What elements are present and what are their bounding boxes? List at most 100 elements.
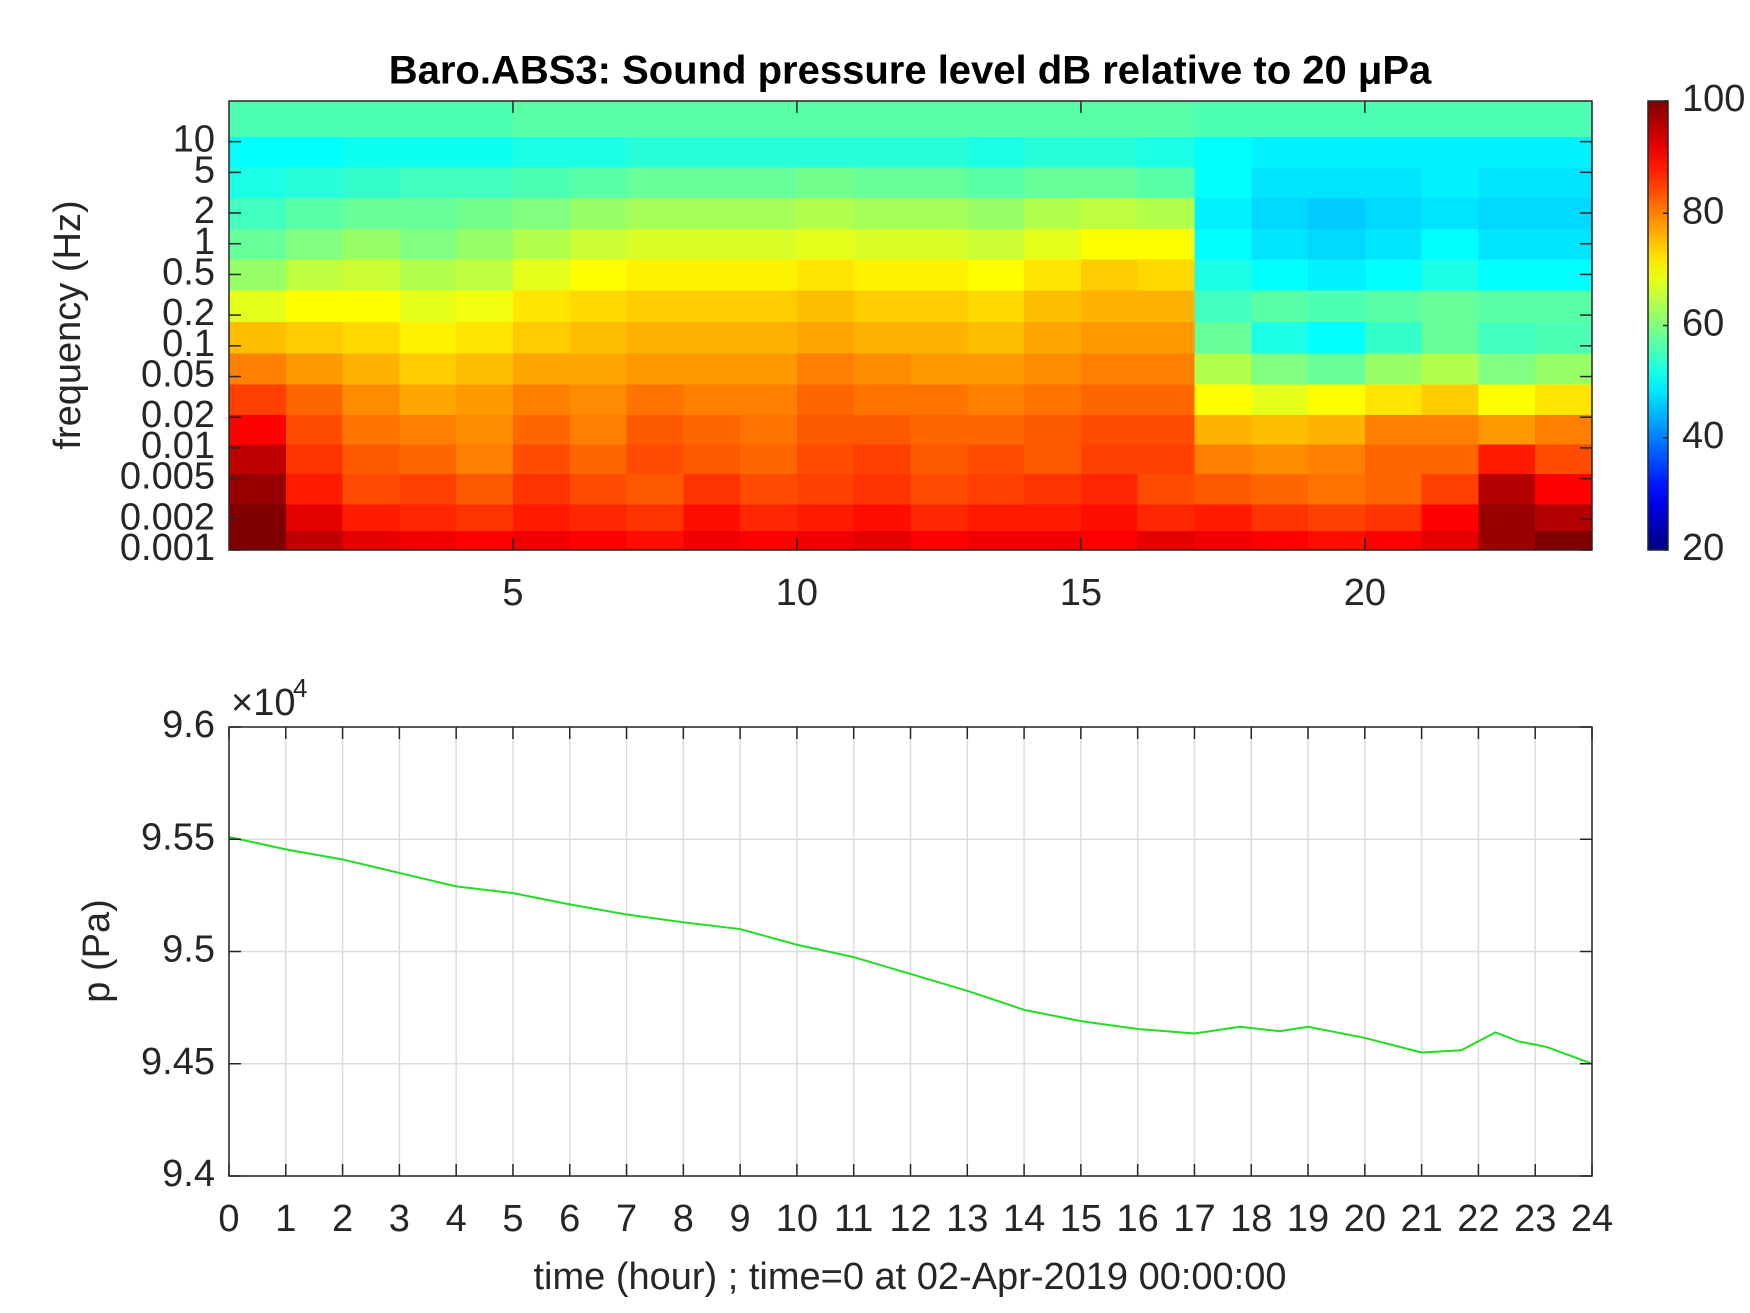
heatmap-cell xyxy=(1478,166,1536,199)
x-tick-label: 4 xyxy=(446,1198,467,1240)
heatmap-cell xyxy=(626,259,684,291)
heatmap-cell xyxy=(910,530,968,551)
heatmap-cell xyxy=(569,383,628,416)
heatmap-cell xyxy=(1080,443,1139,474)
heatmap-cell xyxy=(626,530,684,551)
heatmap-cell xyxy=(512,353,571,385)
heatmap-cell xyxy=(1024,289,1082,323)
heatmap-cell xyxy=(1194,136,1252,168)
heatmap-cell xyxy=(1308,289,1366,323)
heatmap-cell xyxy=(1364,101,1423,137)
heatmap-cell xyxy=(683,383,741,416)
heatmap-cell xyxy=(1364,197,1423,229)
heatmap-cell xyxy=(796,473,855,505)
heatmap-cell xyxy=(342,136,400,168)
heatmap-cell xyxy=(853,289,912,323)
chart-title: Baro.ABS3: Sound pressure level dB relat… xyxy=(389,49,1432,93)
heatmap-cell xyxy=(796,443,855,474)
heatmap-cell xyxy=(626,353,684,385)
heatmap-cell xyxy=(1308,321,1366,354)
colorbar-tick-label: 100 xyxy=(1682,78,1745,120)
heatmap-cell xyxy=(1478,383,1536,416)
heatmap-cell xyxy=(910,503,968,532)
heatmap-cell xyxy=(1251,259,1309,291)
heatmap-cell xyxy=(569,197,628,229)
heatmap-cell xyxy=(626,166,684,199)
heatmap-cell xyxy=(1535,473,1593,505)
x-tick-label: 19 xyxy=(1287,1198,1329,1240)
heatmap-cell xyxy=(853,353,912,385)
heatmap-cell xyxy=(342,321,400,354)
heatmap-cell xyxy=(1137,473,1196,505)
heatmap-cell xyxy=(1080,228,1139,260)
heatmap-cell xyxy=(1421,414,1480,445)
heatmap-cell xyxy=(399,530,457,551)
colorbar-tick-label: 60 xyxy=(1682,303,1724,345)
heatmap-cell xyxy=(796,136,855,168)
heatmap-cell xyxy=(512,166,571,199)
heatmap-cell xyxy=(683,166,741,199)
heatmap-cell xyxy=(285,228,344,260)
heatmap-cell xyxy=(1080,473,1139,505)
heatmap-cell xyxy=(910,443,968,474)
heatmap-cell xyxy=(512,414,571,445)
heatmap-cell xyxy=(1421,530,1480,551)
y-tick-label: 0.001 xyxy=(120,527,215,569)
heatmap-cell xyxy=(456,289,514,323)
heatmap-cell xyxy=(1080,503,1139,532)
heatmap-cell xyxy=(569,530,628,551)
heatmap-cell xyxy=(1478,289,1536,323)
x-tick-label: 7 xyxy=(616,1198,637,1240)
heatmap-cell xyxy=(1080,321,1139,354)
x-tick-label: 23 xyxy=(1514,1198,1556,1240)
heatmap-cell xyxy=(229,383,287,416)
y-tick-label: 0.5 xyxy=(162,251,215,293)
heatmap-cell xyxy=(910,414,968,445)
x-tick-label: 17 xyxy=(1173,1198,1215,1240)
heatmap-cell xyxy=(1308,473,1366,505)
heatmap-cell xyxy=(285,530,344,551)
heatmap-cell xyxy=(1308,197,1366,229)
heatmap-cell xyxy=(1421,166,1480,199)
heatmap-cell xyxy=(1194,101,1252,137)
x-tick-label: 10 xyxy=(776,1198,818,1240)
x-tick-label: 13 xyxy=(946,1198,988,1240)
heatmap-cell xyxy=(683,353,741,385)
heatmap-cell xyxy=(1080,530,1139,551)
heatmap-cell xyxy=(456,443,514,474)
heatmap-cell xyxy=(1364,259,1423,291)
heatmap-cell xyxy=(1478,414,1536,445)
x-tick-label: 8 xyxy=(673,1198,694,1240)
heatmap-cell xyxy=(1024,353,1082,385)
x-tick-label: 15 xyxy=(1060,572,1102,614)
heatmap-cell xyxy=(1251,353,1309,385)
colorbar-tick-label: 40 xyxy=(1682,415,1724,457)
heatmap-cell xyxy=(512,228,571,260)
heatmap-cell xyxy=(1194,503,1252,532)
heatmap-cell xyxy=(1421,259,1480,291)
heatmap-cell xyxy=(569,166,628,199)
heatmap-cell xyxy=(342,473,400,505)
heatmap-cell xyxy=(1421,101,1480,137)
heatmap-cell xyxy=(1194,383,1252,416)
heatmap-cell xyxy=(1364,321,1423,354)
heatmap-cell xyxy=(1251,383,1309,416)
heatmap-cell xyxy=(1478,473,1536,505)
heatmap-cell xyxy=(399,473,457,505)
heatmap-cell xyxy=(967,383,1025,416)
heatmap-cell xyxy=(1364,414,1423,445)
heatmap-cell xyxy=(796,414,855,445)
heatmap-cell xyxy=(1364,503,1423,532)
y-tick-label: 0.002 xyxy=(120,496,215,538)
heatmap-cell xyxy=(1421,353,1480,385)
heatmap-cell xyxy=(1478,228,1536,260)
heatmap-cell xyxy=(456,166,514,199)
heatmap-cell xyxy=(740,443,798,474)
heatmap-cell xyxy=(740,321,798,354)
heatmap-cell xyxy=(229,530,287,551)
heatmap-cell xyxy=(1308,443,1366,474)
heatmap-cell xyxy=(1080,136,1139,168)
heatmap-cell xyxy=(796,259,855,291)
heatmap-cell xyxy=(1024,321,1082,354)
heatmap-cell xyxy=(342,353,400,385)
